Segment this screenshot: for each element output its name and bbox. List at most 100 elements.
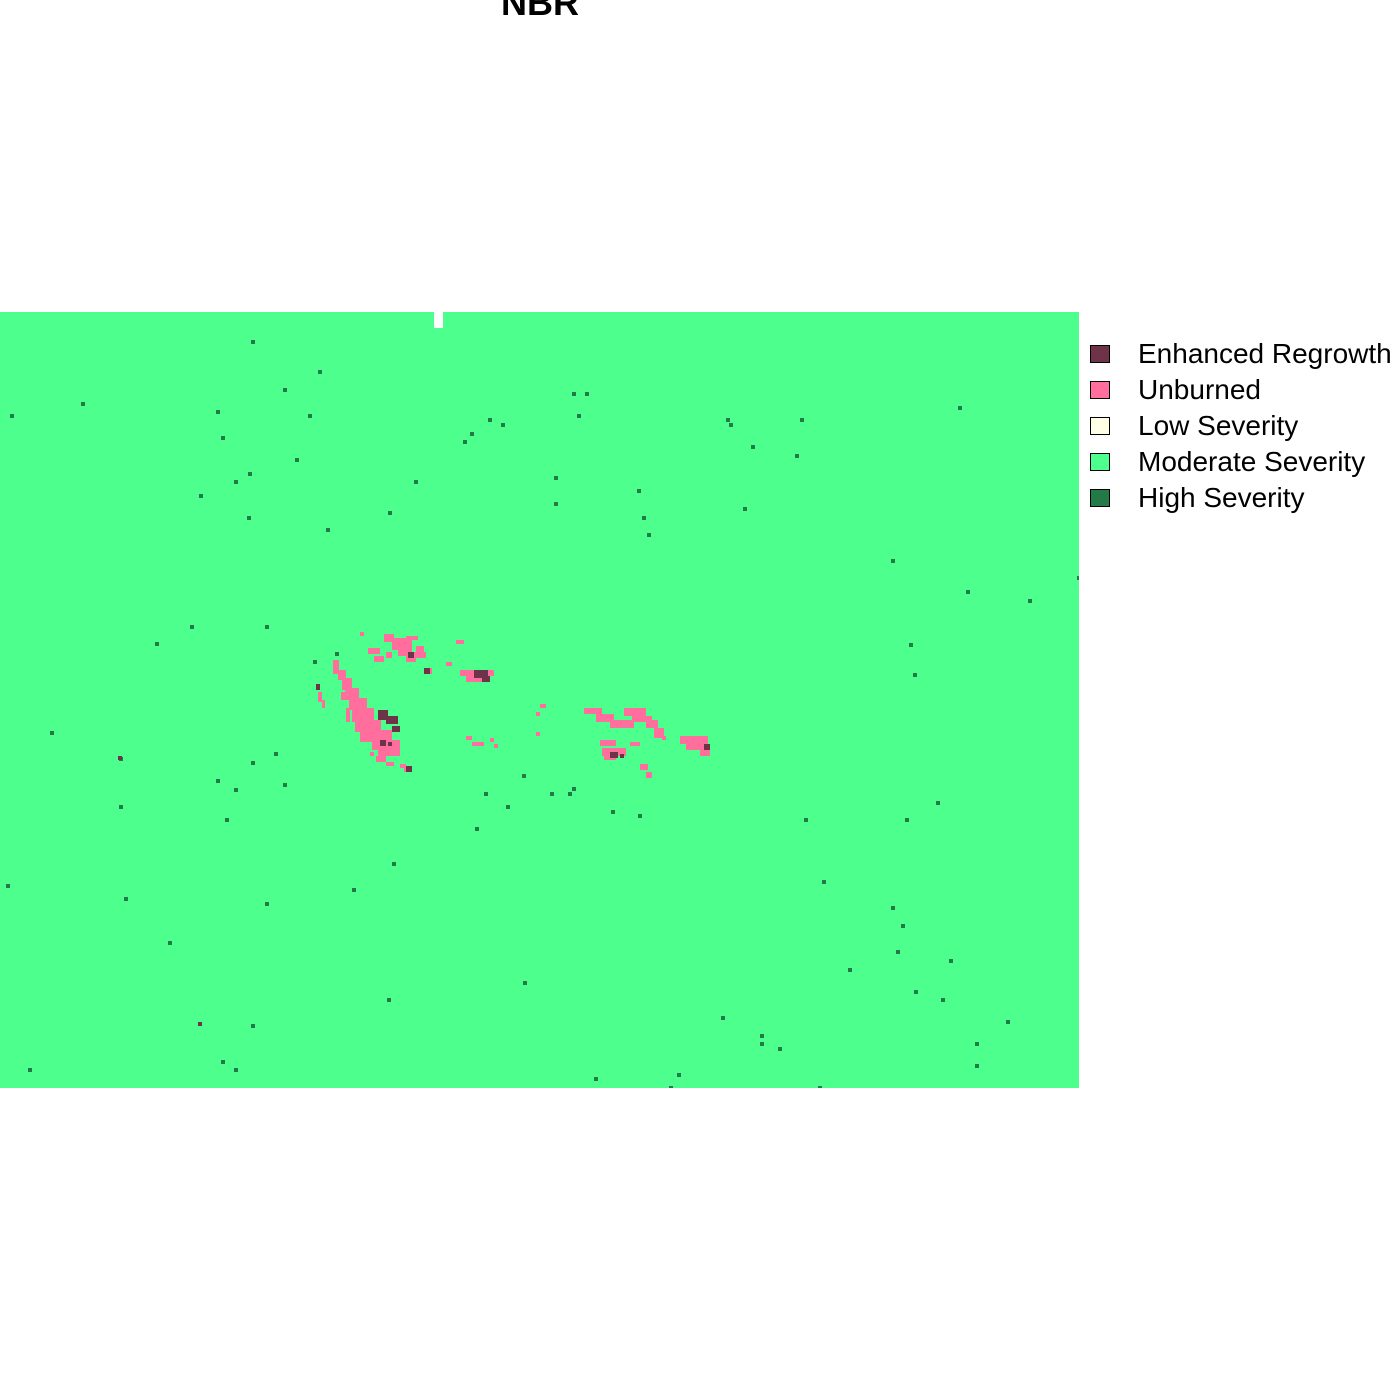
high-severity-pixel — [283, 783, 287, 787]
enhanced-regrowth-pixel — [620, 754, 624, 758]
unburned-patch — [472, 742, 484, 746]
high-severity-pixel — [958, 406, 962, 410]
high-severity-pixel — [721, 1016, 725, 1020]
unburned-patch — [640, 764, 648, 770]
high-severity-pixel — [778, 1047, 782, 1051]
unburned-patch — [624, 708, 646, 716]
high-severity-pixel — [572, 787, 576, 791]
unburned-patch — [494, 744, 498, 748]
high-severity-pixel — [638, 814, 642, 818]
unburned-patch — [333, 660, 339, 674]
high-severity-pixel — [941, 998, 945, 1002]
high-severity-pixel — [554, 502, 558, 506]
high-severity-pixel — [392, 862, 396, 866]
high-severity-pixel — [326, 528, 330, 532]
high-severity-pixel — [822, 880, 826, 884]
unburned-patch — [466, 676, 482, 682]
high-severity-pixel — [10, 414, 14, 418]
high-severity-pixel — [119, 805, 123, 809]
high-severity-pixel — [568, 792, 572, 796]
high-severity-pixel — [949, 959, 953, 963]
unburned-patch — [398, 648, 412, 656]
high-severity-pixel — [265, 902, 269, 906]
high-severity-pixel — [470, 432, 474, 436]
enhanced-regrowth-pixel — [704, 744, 710, 750]
high-severity-pixel — [818, 1086, 822, 1088]
unburned-patch — [345, 688, 359, 700]
high-severity-pixel — [909, 643, 913, 647]
high-severity-pixel — [155, 642, 159, 646]
high-severity-pixel — [251, 340, 255, 344]
unburned-patch — [654, 728, 664, 738]
high-severity-pixel — [414, 480, 418, 484]
high-severity-pixel — [966, 590, 970, 594]
high-severity-pixel — [554, 476, 558, 480]
high-severity-pixel — [795, 454, 799, 458]
high-severity-pixel — [896, 950, 900, 954]
high-severity-pixel — [891, 906, 895, 910]
unburned-patch — [400, 764, 406, 768]
unburned-patch — [600, 740, 616, 746]
unburned-patch — [610, 720, 634, 728]
high-severity-pixel — [318, 370, 322, 374]
enhanced-regrowth-pixel — [198, 1022, 202, 1026]
high-severity-pixel — [594, 1077, 598, 1081]
high-severity-pixel — [50, 731, 54, 735]
unburned-patch — [466, 736, 472, 740]
unburned-patch — [490, 738, 494, 742]
unburned-patch — [386, 762, 394, 766]
high-severity-pixel — [760, 1034, 764, 1038]
unburned-patch — [662, 736, 666, 740]
high-severity-pixel — [199, 494, 203, 498]
enhanced-regrowth-pixel — [424, 668, 430, 674]
unburned-patch — [368, 648, 380, 654]
high-severity-pixel — [905, 818, 909, 822]
high-severity-pixel — [248, 472, 252, 476]
high-severity-pixel — [1028, 599, 1032, 603]
legend-item: Moderate Severity — [1090, 444, 1400, 480]
enhanced-regrowth-pixel — [392, 726, 400, 732]
high-severity-pixel — [729, 423, 733, 427]
high-severity-pixel — [283, 388, 287, 392]
high-severity-pixel — [743, 507, 747, 511]
unburned-patch — [406, 656, 416, 662]
legend-label: High Severity — [1138, 482, 1305, 513]
unburned-patch — [540, 704, 546, 708]
unburned-patch — [584, 708, 602, 714]
high-severity-pixel — [234, 1068, 238, 1072]
high-severity-pixel — [506, 805, 510, 809]
high-severity-pixel — [216, 410, 220, 414]
high-severity-pixel — [501, 423, 505, 427]
high-severity-pixel — [975, 1042, 979, 1046]
unburned-patch — [416, 646, 424, 652]
high-severity-pixel — [124, 897, 128, 901]
map-title: NBR — [501, 0, 579, 23]
unburned-patch — [412, 652, 426, 658]
high-severity-pixel — [572, 392, 576, 396]
high-severity-pixel — [760, 1042, 764, 1046]
enhanced-regrowth-pixel — [474, 670, 488, 678]
legend-swatch — [1090, 345, 1110, 363]
legend: Enhanced Regrowth Unburned Low Severity Mod… — [1090, 336, 1400, 516]
high-severity-pixel — [550, 792, 554, 796]
enhanced-regrowth-pixel — [316, 684, 320, 690]
unburned-patch — [456, 640, 464, 644]
enhanced-regrowth-pixel — [388, 742, 392, 746]
high-severity-pixel — [914, 990, 918, 994]
unburned-patch — [686, 744, 710, 750]
legend-item: Unburned — [1090, 372, 1400, 408]
high-severity-pixel — [81, 402, 85, 406]
legend-item: Enhanced Regrowth — [1090, 336, 1400, 372]
unburned-patch — [536, 732, 540, 736]
high-severity-pixel — [190, 625, 194, 629]
high-severity-pixel — [6, 884, 10, 888]
legend-label: Unburned — [1138, 374, 1261, 405]
high-severity-pixel — [647, 533, 651, 537]
unburned-patch — [632, 716, 652, 722]
high-severity-pixel — [484, 792, 488, 796]
enhanced-regrowth-pixel — [610, 752, 618, 758]
enhanced-regrowth-pixel — [386, 716, 398, 724]
raster-canvas — [0, 312, 1079, 1088]
unburned-patch — [374, 656, 384, 662]
unburned-patch — [630, 742, 640, 746]
